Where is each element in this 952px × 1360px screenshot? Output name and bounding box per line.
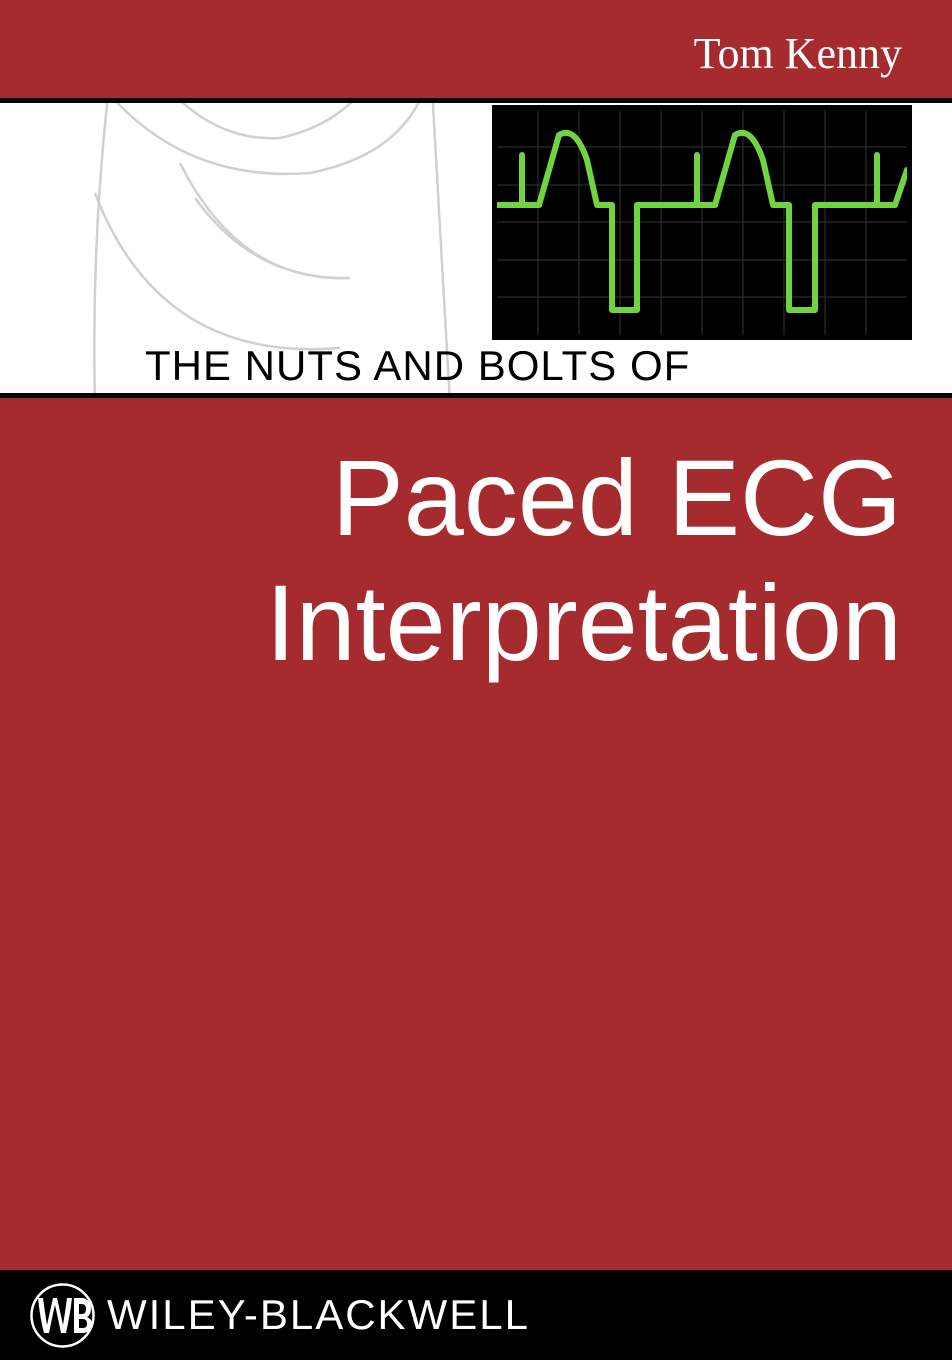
publisher-name: WILEY-BLACKWELL — [107, 1291, 530, 1339]
publisher-band: WILEY-BLACKWELL — [0, 1270, 952, 1360]
wiley-blackwell-icon — [30, 1283, 95, 1348]
ecg-monitor — [492, 105, 912, 340]
author-name: Tom Kenny — [694, 28, 902, 79]
title-line-1: Paced ECG — [332, 435, 902, 560]
book-cover: Tom Kenny — [0, 0, 952, 1360]
publisher-logo: WILEY-BLACKWELL — [30, 1283, 530, 1348]
ecg-waveform — [497, 110, 907, 335]
subtitle: THE NUTS AND BOLTS OF — [145, 342, 690, 390]
title-line-2: Interpretation — [266, 560, 902, 685]
